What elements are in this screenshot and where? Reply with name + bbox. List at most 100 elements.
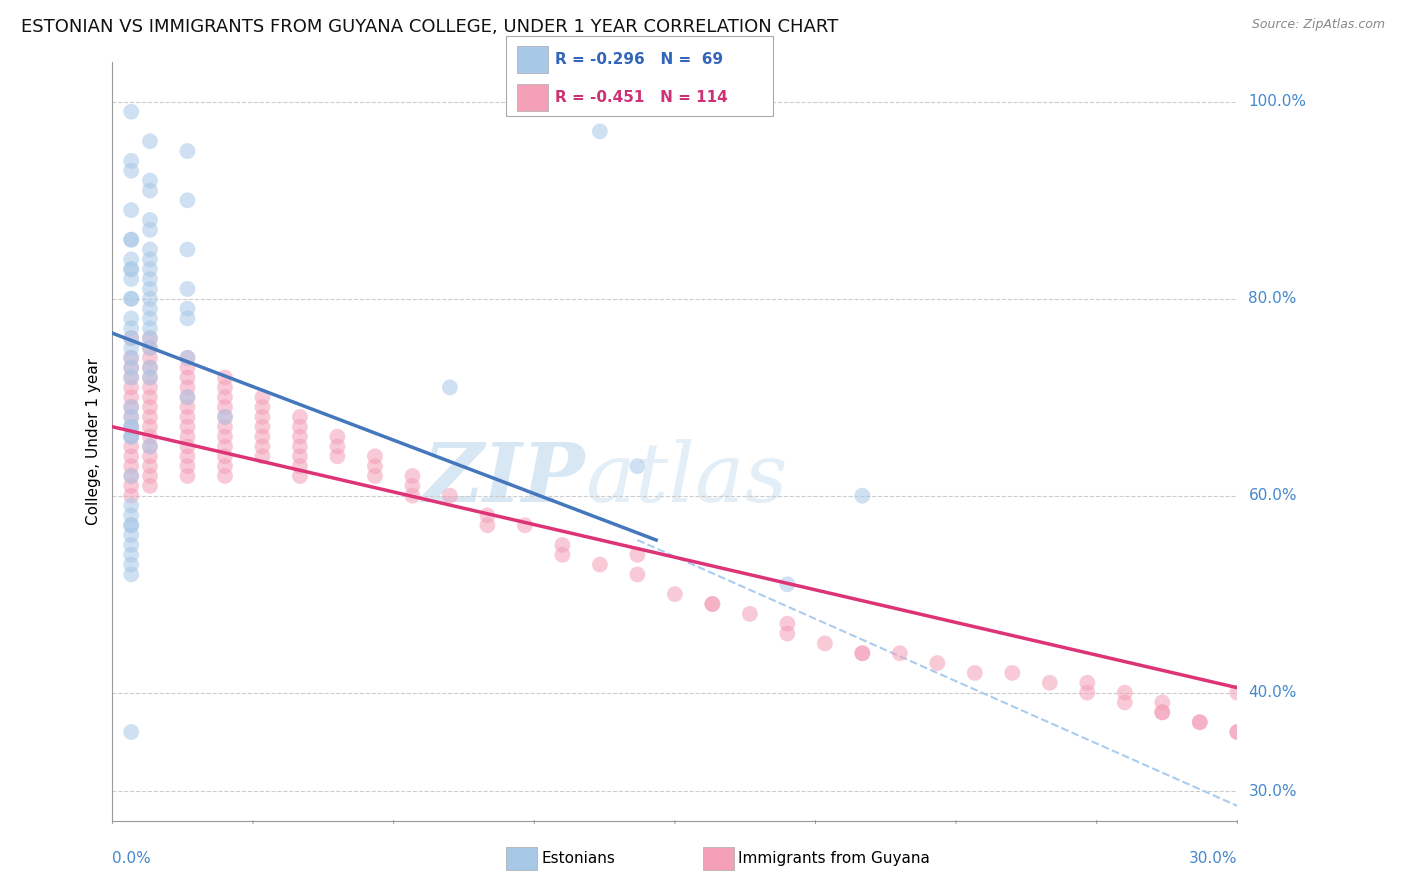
Point: [120, 409, 142, 424]
Point: [139, 459, 162, 474]
Point: [120, 331, 142, 345]
Point: [364, 450, 387, 464]
Text: atlas: atlas: [585, 440, 787, 519]
Point: [120, 419, 142, 434]
Point: [176, 469, 198, 483]
Point: [702, 597, 724, 611]
Point: [139, 252, 162, 267]
Point: [1114, 696, 1136, 710]
Point: [364, 459, 387, 474]
Point: [252, 450, 274, 464]
Point: [214, 409, 236, 424]
Point: [139, 262, 162, 277]
Point: [252, 419, 274, 434]
Point: [139, 223, 162, 237]
Point: [120, 272, 142, 286]
Point: [288, 419, 311, 434]
Point: [120, 518, 142, 533]
Point: [120, 351, 142, 365]
Point: [252, 440, 274, 454]
Point: [139, 390, 162, 404]
Point: [214, 440, 236, 454]
Point: [120, 262, 142, 277]
Point: [139, 331, 162, 345]
Point: [214, 419, 236, 434]
Text: R = -0.296   N =  69: R = -0.296 N = 69: [555, 52, 724, 67]
Point: [439, 380, 461, 394]
Text: Source: ZipAtlas.com: Source: ZipAtlas.com: [1251, 18, 1385, 31]
Point: [120, 360, 142, 375]
Point: [139, 301, 162, 316]
Point: [1152, 706, 1174, 720]
Point: [814, 636, 837, 650]
Point: [120, 409, 142, 424]
Text: 100.0%: 100.0%: [1249, 95, 1306, 110]
Point: [120, 459, 142, 474]
Point: [120, 469, 142, 483]
Text: Estonians: Estonians: [541, 852, 616, 866]
Point: [176, 351, 198, 365]
Point: [176, 351, 198, 365]
Point: [120, 528, 142, 542]
Point: [214, 450, 236, 464]
Point: [120, 311, 142, 326]
Point: [1076, 685, 1098, 699]
Point: [120, 292, 142, 306]
Point: [120, 292, 142, 306]
Point: [1114, 685, 1136, 699]
Text: 30.0%: 30.0%: [1189, 851, 1237, 866]
Point: [120, 331, 142, 345]
Point: [176, 429, 198, 443]
Point: [851, 646, 873, 660]
Point: [120, 429, 142, 443]
Point: [288, 429, 311, 443]
Point: [176, 360, 198, 375]
Point: [176, 459, 198, 474]
Point: [120, 489, 142, 503]
Point: [1152, 706, 1174, 720]
Point: [120, 429, 142, 443]
Point: [176, 194, 198, 208]
Point: [120, 341, 142, 355]
Point: [139, 134, 162, 148]
Point: [120, 419, 142, 434]
Point: [139, 213, 162, 227]
Point: [139, 370, 162, 384]
Y-axis label: College, Under 1 year: College, Under 1 year: [86, 358, 101, 525]
Point: [626, 567, 648, 582]
Point: [214, 380, 236, 394]
Point: [1152, 696, 1174, 710]
Text: 80.0%: 80.0%: [1249, 292, 1296, 306]
Point: [139, 469, 162, 483]
Point: [120, 469, 142, 483]
Point: [176, 370, 198, 384]
Text: 40.0%: 40.0%: [1249, 685, 1296, 700]
Point: [288, 409, 311, 424]
Point: [589, 558, 612, 572]
Point: [176, 390, 198, 404]
Text: 0.0%: 0.0%: [112, 851, 152, 866]
Point: [139, 272, 162, 286]
Point: [139, 360, 162, 375]
Point: [120, 725, 142, 739]
Point: [120, 104, 142, 119]
Point: [288, 440, 311, 454]
Text: Immigrants from Guyana: Immigrants from Guyana: [738, 852, 929, 866]
Point: [288, 469, 311, 483]
Point: [120, 508, 142, 523]
Point: [120, 567, 142, 582]
Point: [120, 360, 142, 375]
Point: [139, 380, 162, 394]
Point: [176, 301, 198, 316]
Point: [252, 400, 274, 414]
Point: [176, 311, 198, 326]
Point: [120, 390, 142, 404]
Point: [851, 646, 873, 660]
Point: [176, 282, 198, 296]
Point: [589, 124, 612, 138]
Point: [120, 233, 142, 247]
Point: [120, 419, 142, 434]
Point: [401, 489, 423, 503]
Point: [851, 489, 873, 503]
Point: [176, 440, 198, 454]
